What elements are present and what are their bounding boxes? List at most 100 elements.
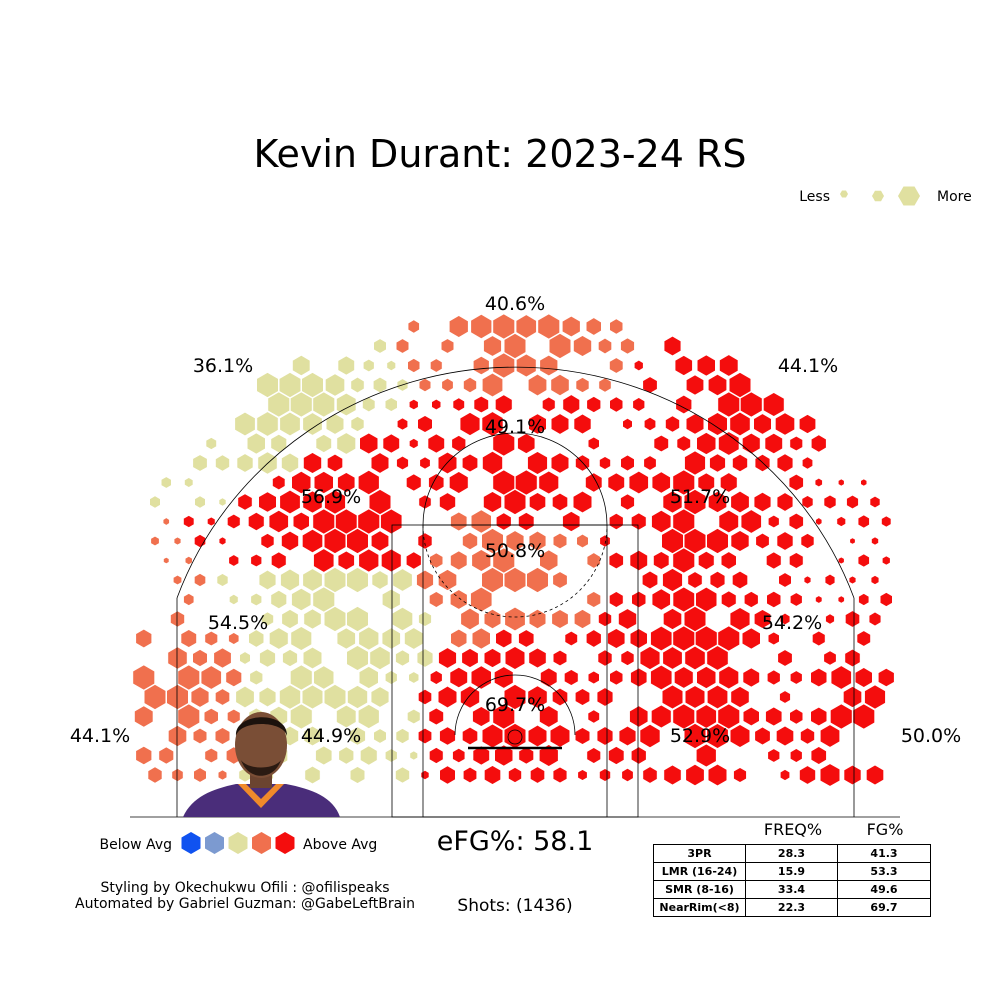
shot-hex xyxy=(527,451,548,475)
shot-hex xyxy=(672,469,695,496)
shot-hex xyxy=(190,686,210,708)
shot-hex xyxy=(439,726,456,746)
shot-hex xyxy=(408,399,419,410)
shot-hex xyxy=(395,766,410,784)
zone-label-top-3: 40.6% xyxy=(485,293,545,315)
shot-hex xyxy=(395,338,410,354)
shot-hex xyxy=(180,629,197,648)
shot-hex xyxy=(776,492,794,512)
color-legend-hex xyxy=(205,832,224,854)
shot-hex xyxy=(717,391,740,418)
hair-shape xyxy=(235,717,288,736)
shot-hex xyxy=(672,547,695,574)
shot-hex xyxy=(192,649,208,667)
shot-hex xyxy=(788,473,804,492)
shot-hex xyxy=(527,373,548,397)
shot-hex xyxy=(801,495,814,509)
zone-label-right-wing-mid: 54.2% xyxy=(762,612,822,634)
shot-hex xyxy=(779,769,791,781)
shot-hex xyxy=(684,645,706,671)
shot-hex xyxy=(418,689,432,705)
fg-cell: 53.3 xyxy=(837,862,931,881)
shot-hex xyxy=(665,415,680,433)
shot-hex xyxy=(767,748,781,763)
shot-hex xyxy=(650,664,673,691)
shot-hex xyxy=(461,453,479,473)
shot-hex xyxy=(767,514,780,529)
shot-hex xyxy=(449,589,468,610)
shot-hex xyxy=(160,476,172,489)
shot-hex xyxy=(789,670,803,685)
shot-hex xyxy=(461,648,479,668)
shot-hex xyxy=(576,533,589,549)
shot-hex xyxy=(350,376,365,394)
shot-hex xyxy=(418,494,432,510)
shot-hex xyxy=(628,470,649,495)
shot-hex xyxy=(672,703,695,730)
zone-stats-table: FREQ% FG% 3PR 28.3 41.3 LMR (16-24) 15.9 53.3… xyxy=(653,820,933,917)
shot-hex xyxy=(539,549,559,572)
shot-hex xyxy=(302,568,323,592)
shot-hex xyxy=(256,372,279,398)
shot-hex xyxy=(405,551,422,570)
shot-hex xyxy=(429,552,444,569)
shot-hex xyxy=(538,470,559,495)
shot-hex xyxy=(695,743,717,768)
shot-hex xyxy=(706,723,729,749)
shot-hex xyxy=(562,394,580,415)
fg-cell: 49.6 xyxy=(837,880,931,899)
shot-hex xyxy=(729,607,751,631)
shot-hex xyxy=(408,671,420,684)
shot-hex xyxy=(460,607,480,631)
shot-hex xyxy=(505,530,525,552)
shot-hex xyxy=(518,746,534,765)
shot-hex xyxy=(336,627,356,650)
shot-hex xyxy=(381,627,401,650)
shot-hex xyxy=(860,478,868,487)
shot-hex xyxy=(370,530,390,552)
shot-hex xyxy=(718,509,739,534)
shot-hex xyxy=(587,709,600,724)
zone-label-right-wing-3: 44.1% xyxy=(778,355,838,377)
shot-hex xyxy=(278,372,302,398)
shot-hex xyxy=(824,573,836,587)
zone-cell: NearRim(<8) xyxy=(653,898,746,917)
shot-hex xyxy=(650,625,673,652)
color-legend-hex xyxy=(275,832,295,854)
shot-hex xyxy=(267,391,290,418)
shot-hex xyxy=(609,669,624,686)
shot-hex xyxy=(407,708,421,725)
shot-hex xyxy=(871,536,879,546)
shot-hex xyxy=(629,705,649,728)
shot-hex xyxy=(481,723,504,749)
shot-hex xyxy=(440,338,455,354)
shot-hex xyxy=(730,490,750,514)
shot-hex xyxy=(639,724,661,748)
shot-hex xyxy=(158,746,174,765)
color-legend-hex xyxy=(252,832,271,854)
shot-hex xyxy=(420,770,430,780)
shot-hex xyxy=(431,398,442,411)
shot-hex xyxy=(516,353,537,378)
shot-hex xyxy=(471,549,492,572)
shot-hex xyxy=(515,469,538,496)
shot-hex xyxy=(653,434,669,453)
shot-hex xyxy=(879,592,893,607)
shot-hex xyxy=(706,684,729,710)
shot-hex xyxy=(495,628,513,649)
shot-hex xyxy=(396,417,409,431)
shot-hex xyxy=(730,686,750,708)
shot-hex xyxy=(549,724,571,748)
shot-hex xyxy=(239,651,251,665)
shot-hex xyxy=(213,647,232,669)
shot-hex xyxy=(358,666,379,689)
size-legend-large-hex xyxy=(898,186,920,206)
shot-hex xyxy=(303,608,322,630)
shot-hex xyxy=(323,684,347,710)
shot-hex xyxy=(800,727,815,745)
shot-hex xyxy=(632,397,646,412)
shot-hex xyxy=(259,648,276,668)
shot-hex xyxy=(149,495,161,509)
shot-hex xyxy=(228,554,239,567)
shot-hex xyxy=(674,666,694,689)
